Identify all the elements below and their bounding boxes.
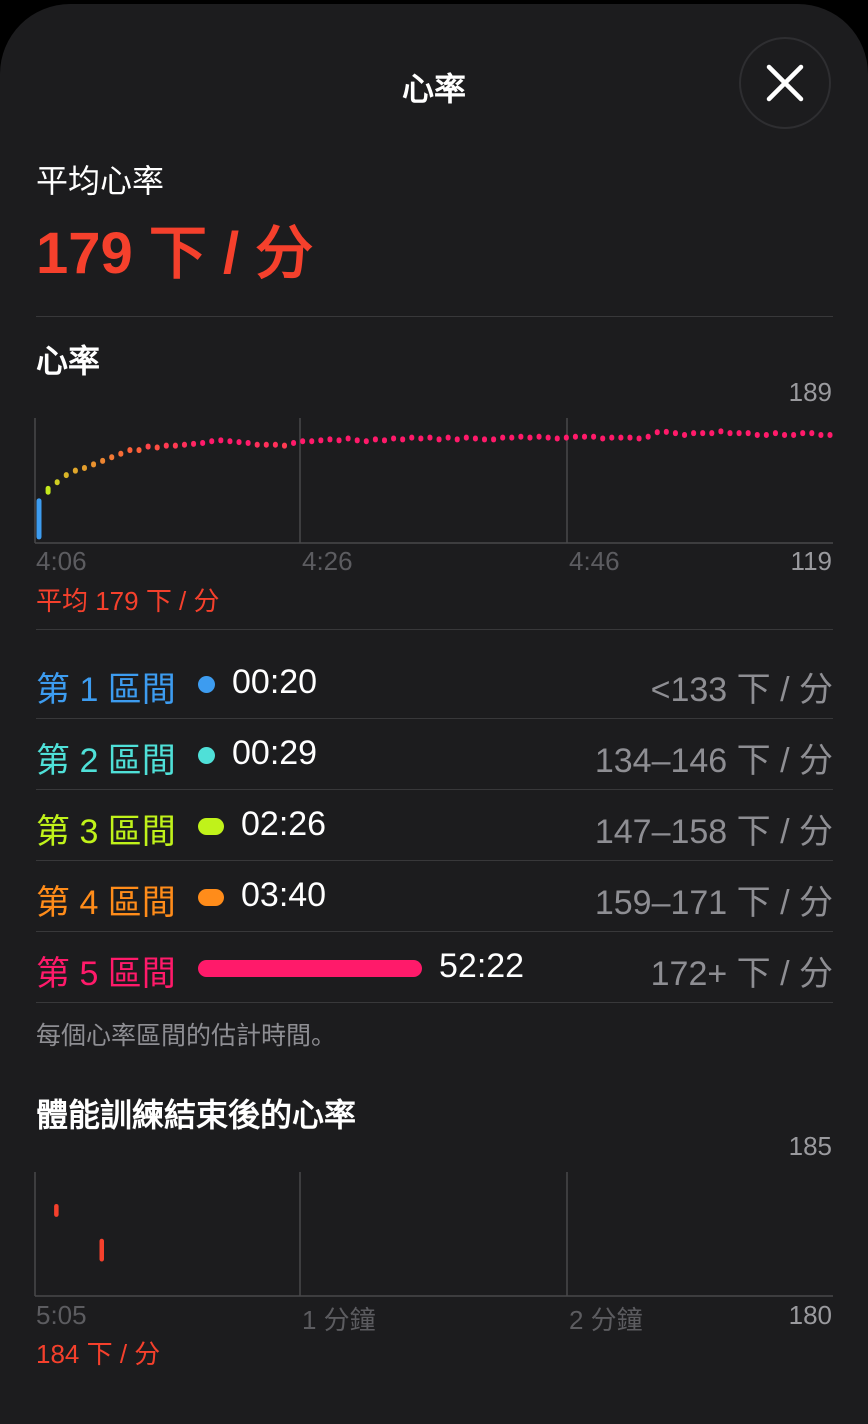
- y-max-label: 189: [788, 377, 832, 407]
- average-heart-rate-value: 179 下 / 分: [36, 221, 314, 286]
- zone-time-bar: [198, 747, 215, 764]
- zone-time-bar: [198, 960, 422, 977]
- zone-time-bar: [198, 676, 215, 693]
- zone-time: 52:22: [439, 947, 525, 985]
- recovery-chart: [34, 1172, 833, 1297]
- x-tick-label: 4:46: [569, 546, 620, 576]
- y-min-label: 119: [790, 546, 832, 576]
- zone-time-bar: [198, 818, 224, 835]
- divider: [36, 789, 833, 790]
- close-button[interactable]: [739, 37, 831, 129]
- zone-row: 第 2 區間 00:29 134–146 下 / 分: [36, 719, 833, 790]
- divider: [36, 860, 833, 861]
- zone-name: 第 3 區間: [36, 813, 176, 851]
- recovery-value-label: 184 下 / 分: [36, 1339, 161, 1369]
- heart-rate-chart: [34, 418, 833, 544]
- x-tick-label: 1 分鐘: [302, 1305, 376, 1335]
- x-tick-label: 4:06: [36, 546, 87, 576]
- divider: [36, 1002, 833, 1003]
- divider: [36, 316, 833, 317]
- heart-rate-sheet: [0, 4, 868, 1424]
- zone-time-bar: [198, 889, 224, 906]
- zone-row: 第 3 區間 02:26 147–158 下 / 分: [36, 790, 833, 861]
- x-tick-label: 4:26: [302, 546, 353, 576]
- chart-average-label: 平均 179 下 / 分: [36, 586, 220, 616]
- zone-time: 00:29: [232, 734, 318, 772]
- average-heart-rate-label: 平均心率: [36, 163, 165, 199]
- x-tick-label: 5:05: [36, 1300, 87, 1330]
- zone-row: 第 5 區間 52:22 172+ 下 / 分: [36, 932, 833, 1003]
- y-max-label: 185: [788, 1131, 832, 1161]
- zone-time: 02:26: [241, 805, 327, 843]
- zone-range: 159–171 下 / 分: [594, 884, 833, 922]
- zone-range: 134–146 下 / 分: [594, 742, 833, 780]
- zone-range: <133 下 / 分: [650, 671, 833, 709]
- close-icon: [766, 64, 804, 102]
- zone-time: 03:40: [241, 876, 327, 914]
- zone-name: 第 4 區間: [36, 884, 176, 922]
- divider: [36, 931, 833, 932]
- zone-name: 第 2 區間: [36, 742, 176, 780]
- y-min-label: 180: [788, 1300, 832, 1330]
- page-title: 心率: [401, 71, 466, 107]
- zone-range: 147–158 下 / 分: [594, 813, 833, 851]
- divider: [36, 718, 833, 719]
- zone-name: 第 5 區間: [36, 955, 176, 993]
- zone-row: 第 1 區間 00:20 <133 下 / 分: [36, 648, 833, 719]
- divider: [36, 629, 833, 630]
- recovery-chart-title: 體能訓練結束後的心率: [36, 1097, 357, 1133]
- heart-rate-chart-title: 心率: [36, 343, 101, 379]
- zone-row: 第 4 區間 03:40 159–171 下 / 分: [36, 861, 833, 932]
- zones-note: 每個心率區間的估計時間。: [36, 1022, 337, 1050]
- zone-time: 00:20: [232, 663, 318, 701]
- zone-range: 172+ 下 / 分: [650, 955, 833, 993]
- zone-name: 第 1 區間: [36, 671, 176, 709]
- x-tick-label: 2 分鐘: [569, 1305, 643, 1335]
